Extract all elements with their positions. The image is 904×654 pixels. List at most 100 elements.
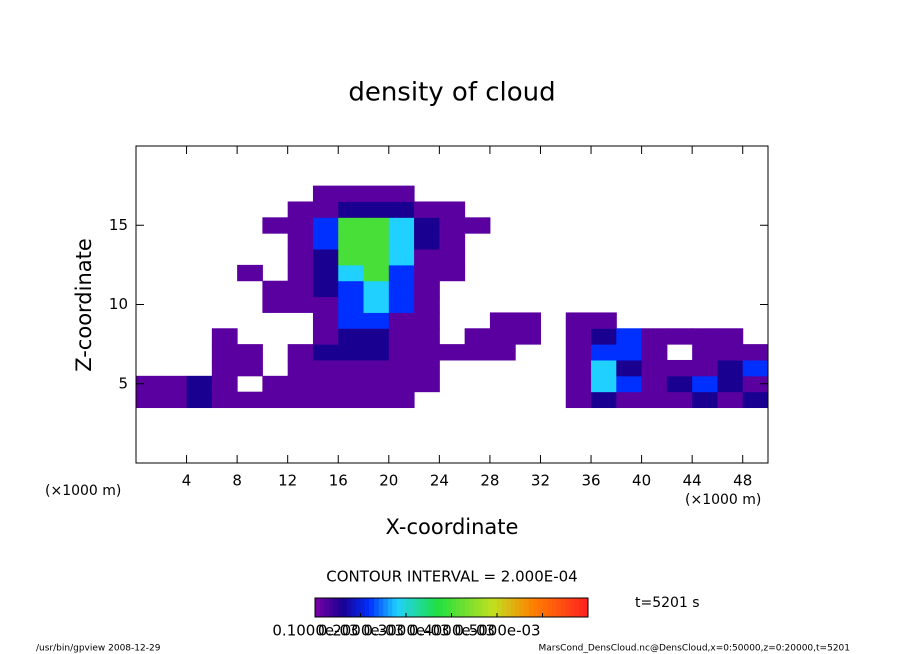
y-tick-label: 10 — [109, 295, 128, 313]
colorbar-swatch — [528, 598, 534, 617]
x-tick-label: 24 — [430, 472, 449, 490]
heat-cell — [490, 376, 516, 392]
colorbar-swatch — [565, 598, 571, 617]
heat-cell — [641, 359, 668, 377]
heat-cell — [692, 344, 718, 361]
heat-cell — [692, 265, 718, 281]
heat-cell — [414, 264, 440, 282]
heat-cell — [465, 201, 491, 217]
heat-cell — [161, 217, 187, 233]
heat-cell — [414, 217, 440, 234]
heat-cell — [312, 217, 339, 234]
heat-cell — [540, 186, 566, 202]
heat-cell — [287, 201, 314, 218]
heat-cell — [211, 375, 238, 393]
colorbar-swatch — [342, 598, 348, 617]
colorbar-swatch — [369, 598, 375, 617]
heat-cell — [187, 312, 213, 328]
heat-cell — [515, 281, 541, 297]
heat-cell — [439, 297, 465, 313]
heat-cell — [692, 375, 718, 393]
heat-cell — [237, 359, 263, 377]
heat-cell — [692, 201, 718, 217]
heat-cell — [490, 201, 516, 217]
colorbar-swatch — [437, 598, 443, 617]
heat-cell — [312, 359, 339, 377]
x-tick-label: 20 — [379, 472, 398, 490]
heat-cell — [540, 201, 566, 217]
colorbar-swatch — [469, 598, 475, 617]
footer-right: MarsCond_DensCloud.nc@DensCloud,x=0:5000… — [539, 644, 851, 654]
heat-cell — [490, 217, 516, 233]
heat-cell — [439, 344, 466, 361]
colorbar-swatch — [383, 598, 389, 617]
heat-cell — [490, 186, 516, 202]
heat-cell — [540, 233, 566, 249]
heat-cell — [667, 281, 693, 297]
heat-cell — [212, 297, 238, 313]
colorbar-swatch — [478, 598, 484, 617]
heat-cell — [161, 281, 187, 297]
colorbar-swatch — [533, 598, 539, 617]
heat-cell — [262, 265, 288, 281]
heat-cell — [262, 375, 289, 393]
heat-cell — [439, 186, 465, 202]
heat-cell — [187, 281, 213, 297]
heat-cell — [591, 265, 617, 281]
heat-cell — [692, 281, 718, 297]
colorbar-swatch — [410, 598, 416, 617]
heat-cell — [464, 328, 491, 345]
heat-cell — [187, 344, 213, 360]
heat-cell — [591, 186, 617, 202]
colorbar-swatch — [474, 598, 480, 617]
colorbar-swatch — [537, 598, 543, 617]
heat-cell — [312, 264, 339, 282]
y-axis-title: Z-coordinate — [72, 238, 96, 372]
heat-cell — [515, 249, 541, 265]
heat-cell — [591, 297, 617, 313]
heat-cell — [136, 375, 162, 393]
heat-cell — [136, 391, 162, 409]
heat-cell — [136, 328, 162, 344]
heat-cell — [692, 359, 718, 377]
heat-cell — [237, 281, 263, 297]
heat-cell — [212, 249, 238, 265]
heat-cell — [414, 312, 440, 329]
heat-cell — [186, 375, 213, 393]
heat-cell — [616, 297, 642, 313]
heat-cell — [742, 344, 769, 361]
colorbar-swatch — [360, 598, 366, 617]
heat-cell — [363, 249, 390, 266]
colorbar-swatch — [560, 598, 566, 617]
heat-cell — [616, 233, 642, 249]
heat-cell — [363, 391, 390, 409]
heat-cell — [288, 186, 314, 202]
heat-cell — [287, 344, 314, 361]
heat-cell — [237, 344, 263, 361]
heat-cell — [515, 233, 541, 249]
heat-cell — [490, 249, 516, 265]
heat-cell — [717, 201, 743, 217]
x-tick-label: 48 — [733, 472, 752, 490]
heat-cell — [642, 312, 668, 328]
colorbar-swatch — [333, 598, 339, 617]
heat-cell — [717, 217, 743, 233]
heat-cell — [742, 391, 769, 409]
heat-cell — [642, 281, 668, 297]
heat-cell — [616, 359, 643, 377]
heat-cell — [692, 217, 718, 233]
heat-cell — [489, 312, 516, 329]
colorbar-swatch — [497, 598, 502, 617]
heat-cell — [414, 249, 440, 266]
heat-cell — [338, 217, 365, 234]
heat-cell — [414, 233, 440, 250]
colorbar-swatch — [337, 598, 343, 617]
heat-cell — [692, 249, 718, 265]
x-unit: (×1000 m) — [685, 492, 761, 508]
colorbar-swatch — [396, 598, 402, 617]
heat-cell — [338, 185, 365, 202]
heat-cell — [717, 375, 744, 393]
heat-cell — [388, 249, 415, 266]
heat-cell — [363, 375, 390, 393]
heat-cell — [616, 217, 642, 233]
